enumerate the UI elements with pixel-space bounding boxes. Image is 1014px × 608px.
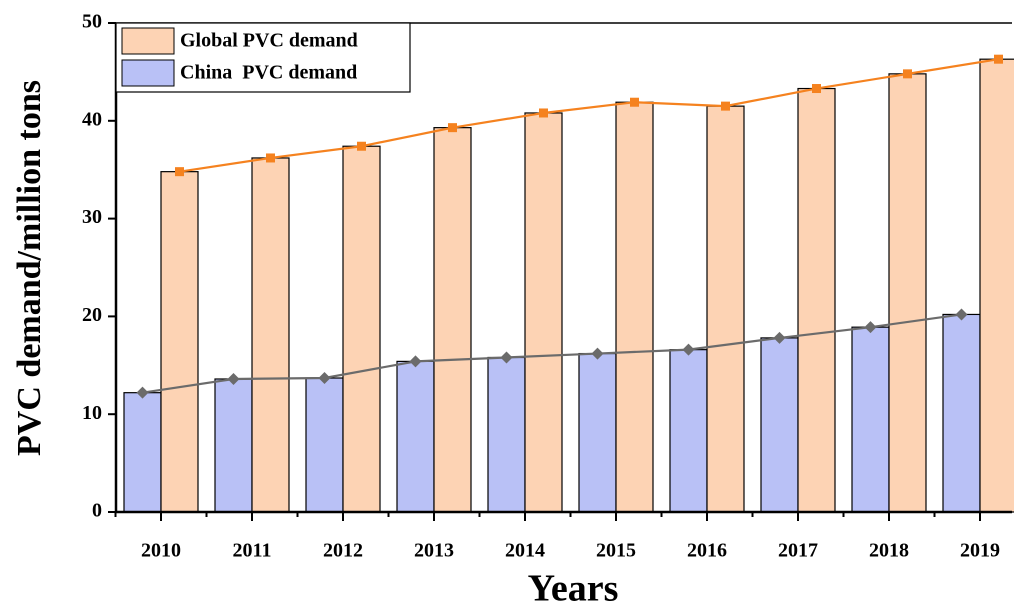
marker	[994, 54, 1003, 64]
x-tick-label: 2018	[869, 540, 909, 562]
x-tick-label: 2016	[687, 540, 727, 562]
bar	[433, 127, 472, 513]
bar	[760, 337, 799, 513]
bar	[305, 377, 344, 513]
line	[142, 313, 962, 394]
x-axis-label: Years	[528, 568, 619, 608]
bar	[214, 378, 253, 513]
y-axis-label: PVC demand/million tons	[11, 80, 48, 456]
marker	[812, 84, 821, 94]
x-tick-label: 2014	[505, 540, 545, 562]
bar	[396, 360, 435, 513]
marker	[318, 372, 331, 385]
x-tick-label: 2017	[778, 540, 818, 562]
marker	[448, 123, 457, 133]
y-tick-label: 20	[82, 304, 102, 326]
marker	[136, 386, 149, 399]
bar	[669, 349, 708, 513]
bar	[578, 352, 617, 513]
x-tick-label: 2010	[141, 540, 181, 562]
marker	[591, 347, 604, 360]
marker	[864, 321, 877, 334]
marker	[409, 355, 422, 368]
y-tick-label: 40	[82, 108, 102, 130]
legend-label: Global PVC demand	[180, 30, 358, 52]
y-tick-label: 30	[82, 206, 102, 228]
marker	[539, 108, 548, 118]
y-tick-label: 50	[82, 11, 102, 33]
y-tick-label: 0	[92, 500, 102, 522]
marker	[682, 343, 695, 356]
marker	[357, 141, 366, 151]
bar	[706, 105, 745, 513]
bar	[888, 73, 927, 513]
bar	[942, 313, 981, 513]
y-tick-label: 10	[82, 402, 102, 424]
legend-swatch	[121, 59, 175, 87]
bar	[524, 112, 563, 513]
bar	[615, 101, 654, 513]
bar	[251, 157, 290, 513]
marker	[175, 167, 184, 177]
legend-swatch	[121, 27, 175, 55]
marker	[955, 308, 968, 321]
marker	[500, 351, 513, 364]
bar	[851, 326, 890, 513]
marker	[630, 97, 639, 107]
marker	[227, 372, 240, 385]
bar	[979, 58, 1014, 513]
x-tick-label: 2015	[596, 540, 636, 562]
bar	[487, 356, 526, 513]
legend-label: China PVC demand	[180, 62, 357, 84]
marker	[773, 331, 786, 344]
marker	[266, 153, 275, 163]
marker	[721, 101, 730, 111]
x-tick-label: 2012	[323, 540, 363, 562]
bar	[123, 392, 162, 513]
x-tick-label: 2013	[414, 540, 454, 562]
line	[179, 58, 999, 173]
x-tick-label: 2011	[233, 540, 272, 562]
bar	[797, 87, 836, 513]
x-tick-label: 2019	[960, 540, 1000, 562]
marker	[903, 69, 912, 79]
bar	[160, 171, 199, 513]
bar	[342, 145, 381, 513]
